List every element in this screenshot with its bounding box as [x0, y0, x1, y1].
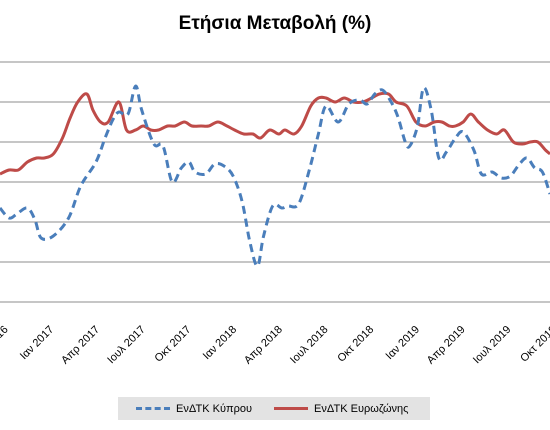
x-tick-label: Ιουλ 2017 — [105, 324, 148, 367]
series-line-cyprus — [0, 84, 550, 268]
x-tick-label: Απρ 2019 — [425, 324, 468, 367]
x-tick-label: Ιαν 2019 — [384, 324, 423, 363]
legend-label-cyprus: ΕνΔΤΚ Κύπρου — [176, 402, 252, 415]
legend-label-eurozone: ΕνΔΤΚ Ευρωζώνης — [314, 402, 409, 415]
gridlines — [0, 61, 550, 303]
x-tick-label: Απρ 2017 — [59, 324, 102, 367]
x-tick-label: Οκτ 2019 — [518, 324, 550, 365]
legend-item-eurozone: ΕνΔΤΚ Ευρωζώνης — [274, 403, 408, 415]
x-tick-label: Οκτ 2018 — [335, 324, 376, 365]
legend: ΕνΔΤΚ Κύπρου ΕνΔΤΚ Ευρωζώνης — [118, 397, 430, 420]
chart-title: Ετήσια Μεταβολή (%) — [178, 13, 372, 34]
legend-swatch-cyprus — [136, 407, 170, 410]
x-tick-label: Οκτ 2017 — [153, 324, 194, 365]
legend-swatch-eurozone — [274, 407, 308, 410]
x-tick-label: Απρ 2018 — [242, 324, 285, 367]
series-lines — [0, 84, 550, 268]
x-tick-label: Ιαν 2017 — [18, 324, 57, 363]
x-tick-label: Ιουλ 2018 — [288, 324, 331, 367]
legend-item-cyprus: ΕνΔΤΚ Κύπρου — [136, 403, 252, 415]
x-tick-label: Ιαν 2018 — [201, 324, 240, 363]
x-tick-label: Οκτ 2016 — [0, 324, 11, 365]
series-line-eurozone — [0, 91, 550, 176]
x-tick-label: Ιουλ 2019 — [471, 324, 514, 367]
